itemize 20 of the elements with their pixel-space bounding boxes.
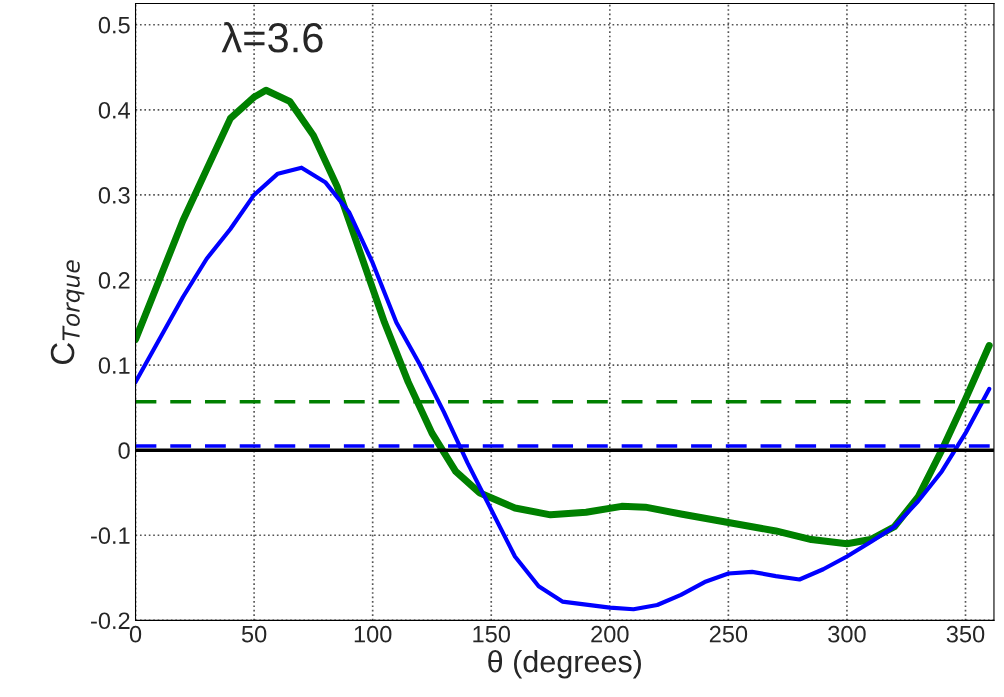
y-tick-label: -0.2 [91, 612, 130, 630]
x-axis-title: θ (degrees) [488, 649, 641, 679]
y-tick-label: 0.2 [98, 272, 130, 289]
line-series [135, 165, 992, 612]
x-tick-label: 100 [354, 625, 392, 643]
annotation: λ=3.6 [221, 21, 323, 53]
y-tick-label: 0.1 [98, 357, 130, 374]
x-tick-label: 0 [129, 625, 142, 643]
y-tick-label: 0.5 [98, 16, 130, 34]
x-tick-label: 50 [241, 625, 267, 643]
y-tick-label: 0.3 [98, 186, 130, 204]
x-tick-label: 150 [473, 625, 511, 643]
x-tick-label: 200 [591, 625, 629, 643]
y-tick-label: 0 [118, 442, 130, 459]
y-axis-title: C$_{Torque}$ [50, 260, 85, 365]
x-tick-label: 300 [828, 625, 866, 643]
x-tick-label: 350 [946, 625, 985, 643]
y-tick-label: -0.1 [91, 527, 130, 545]
y-tick-label: 0.4 [98, 101, 130, 119]
x-tick-label: 250 [709, 625, 748, 643]
